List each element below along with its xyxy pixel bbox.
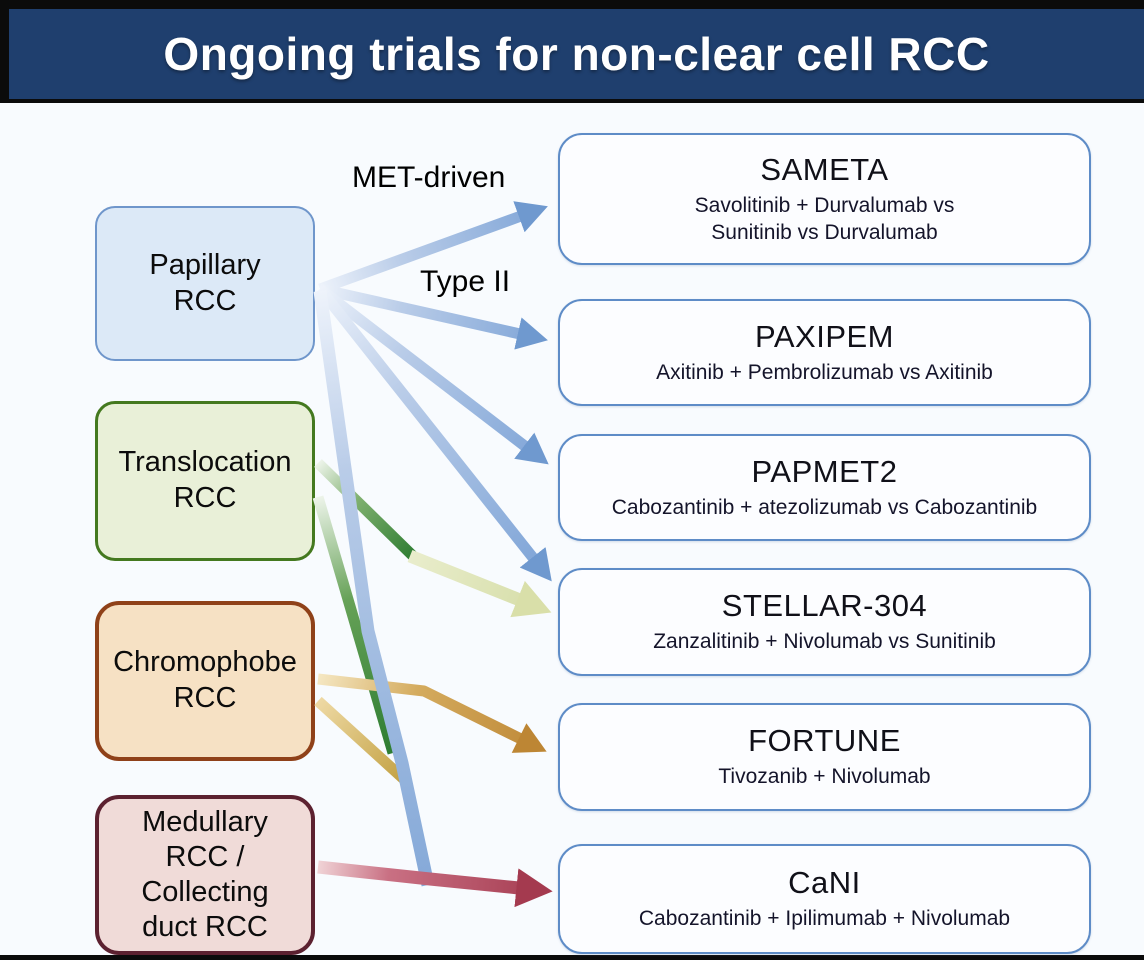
trial-name-stellar-304: STELLAR-304 (721, 588, 928, 624)
trial-regimen-papmet2: Cabozantinib + atezolizumab vs Cabozanti… (611, 495, 1038, 519)
arrow-translocation-to-cani (312, 495, 399, 755)
subtype-box-translocation: Translocation RCC (95, 401, 315, 561)
arrow-papillary-to-papmet2 (316, 284, 549, 465)
arrow-medullary-to-cani (317, 860, 553, 908)
trial-name-fortune: FORTUNE (748, 723, 901, 759)
connector-arrows (312, 201, 553, 908)
trial-box-stellar-304: STELLAR-304 Zanzalitinib + Nivolumab vs … (558, 568, 1091, 676)
trial-box-cani: CaNI Cabozantinib + Ipilimumab + Nivolum… (558, 844, 1091, 954)
arrow-translocation-to-stellar-green (314, 459, 418, 561)
trial-box-fortune: FORTUNE Tivozanib + Nivolumab (558, 703, 1091, 811)
arrow-papillary-to-cani (313, 290, 435, 887)
arrow-papillary-to-paxipem (318, 283, 548, 350)
arrow-papillary-to-sameta (318, 201, 548, 295)
diagram-area: Papillary RCC Translocation RCC Chromoph… (0, 103, 1144, 955)
subtype-label-translocation: Translocation RCC (118, 446, 292, 514)
trial-box-paxipem: PAXIPEM Axitinib + Pembrolizumab vs Axit… (558, 299, 1091, 406)
arrow-papillary-to-stellar (315, 285, 552, 582)
trial-box-papmet2: PAPMET2 Cabozantinib + atezolizumab vs C… (558, 434, 1091, 541)
trial-regimen-stellar-304: Zanzalitinib + Nivolumab vs Sunitinib (653, 630, 996, 654)
trial-regimen-cani: Cabozantinib + Ipilimumab + Nivolumab (638, 907, 1011, 931)
subtype-box-papillary: Papillary RCC (95, 206, 315, 361)
subtype-label-papillary: Papillary RCC (149, 248, 261, 317)
page-title: Ongoing trials for non-clear cell RCC (163, 28, 990, 80)
subtype-box-medullary: Medullary RCC / Collecting duct RCC (95, 795, 315, 955)
subtype-label-chromophobe: Chromophobe RCC (113, 646, 297, 714)
subtype-box-chromophobe: Chromophobe RCC (95, 601, 315, 761)
trial-name-papmet2: PAPMET2 (751, 453, 898, 489)
trial-name-sameta: SAMETA (760, 152, 889, 188)
trial-box-sameta: SAMETA Savolitinib + Durvalumab vs Sunit… (558, 133, 1091, 265)
trial-regimen-sameta: Savolitinib + Durvalumab vs Sunitinib vs… (694, 194, 955, 244)
arrow-translocation-to-stellar-cream (407, 549, 552, 618)
subtype-label-medullary: Medullary RCC / Collecting duct RCC (141, 806, 269, 943)
label-met-driven: MET-driven (352, 161, 506, 194)
arrow-chromophobe-to-cani (314, 696, 410, 786)
arrow-chromophobe-to-fortune (317, 673, 547, 753)
label-type-ii: Type II (420, 265, 511, 298)
trial-name-cani: CaNI (788, 865, 861, 901)
trial-name-paxipem: PAXIPEM (754, 318, 895, 354)
trial-regimen-fortune: Tivozanib + Nivolumab (718, 765, 931, 789)
title-bar: Ongoing trials for non-clear cell RCC (9, 9, 1144, 99)
trial-regimen-paxipem: Axitinib + Pembrolizumab vs Axitinib (656, 360, 993, 384)
